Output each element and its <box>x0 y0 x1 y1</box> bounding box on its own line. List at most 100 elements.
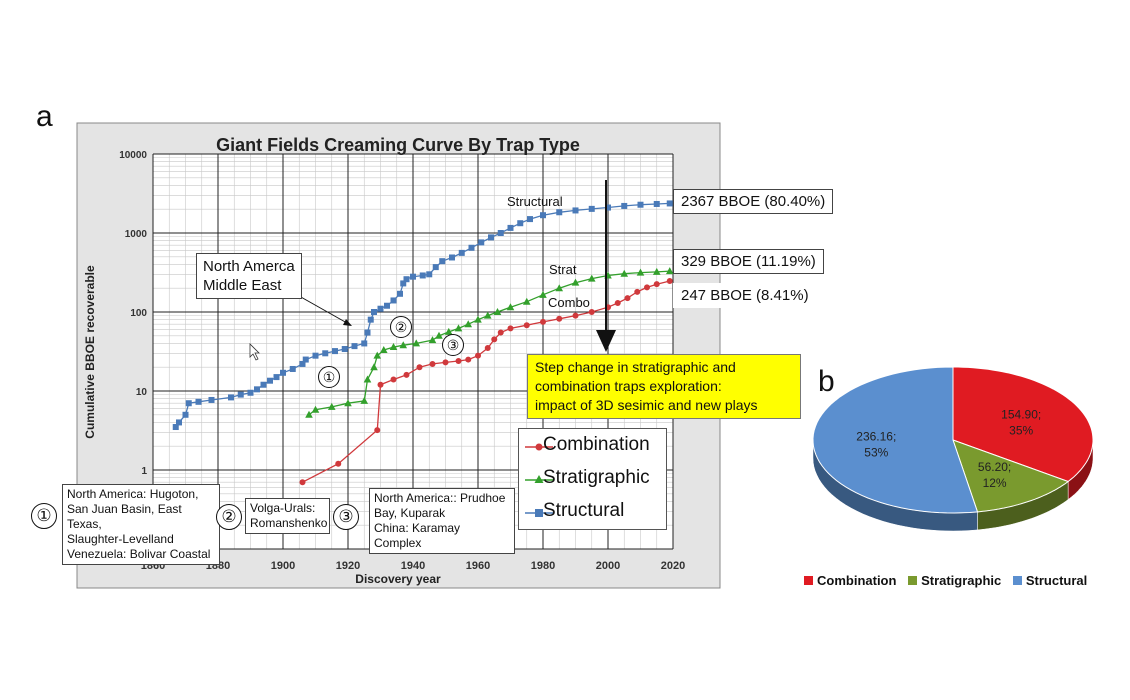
data-point-combination <box>442 359 449 366</box>
data-point-stratigraphic <box>483 311 492 319</box>
data-point-structural <box>426 271 433 278</box>
callout-marker-one: ① <box>31 503 57 529</box>
pie-legend-stratigraphic-swatch <box>908 576 918 585</box>
data-point-structural <box>637 201 644 208</box>
data-point-structural <box>497 230 504 236</box>
data-point-combination <box>653 281 660 288</box>
data-point-structural <box>322 350 329 357</box>
data-point-structural <box>540 212 546 219</box>
data-point-structural <box>254 386 260 393</box>
data-point-structural <box>432 264 439 271</box>
data-point-combination <box>455 357 462 364</box>
north-america-text: North Amerca <box>203 258 295 275</box>
data-point-combination <box>465 356 472 363</box>
data-point-stratigraphic <box>444 327 453 335</box>
data-point-structural <box>312 352 319 359</box>
data-point-structural <box>280 369 286 376</box>
legend-structural-marker <box>535 509 543 517</box>
data-point-structural <box>367 316 374 323</box>
callout-marker-two: ② <box>216 504 242 530</box>
data-point-stratigraphic <box>665 267 674 275</box>
callout-one-line: San Juan Basin, East Texas, <box>67 502 182 531</box>
data-point-combination <box>390 376 397 383</box>
data-point-structural <box>621 202 628 209</box>
combo-total-label: 247 BBOE (8.41%) <box>673 283 817 308</box>
pie-legend-structural-swatch <box>1012 576 1022 585</box>
data-point-structural <box>302 356 309 363</box>
x-tick-label: 2000 <box>596 560 620 572</box>
pie-legend-stratigraphic-label: Stratigraphic <box>921 573 1002 588</box>
north-america-arrowhead <box>343 319 352 326</box>
data-point-combination <box>523 322 530 329</box>
data-point-stratigraphic <box>311 405 320 413</box>
y-tick-label: 1000 <box>125 229 148 240</box>
data-point-combination <box>299 479 306 486</box>
chart-legend: Combination Stratigraphic Structural <box>518 428 667 530</box>
data-point-structural <box>419 272 426 279</box>
data-point-structural <box>182 411 189 418</box>
legend-combination-marker <box>535 443 543 451</box>
data-point-structural <box>397 290 403 297</box>
data-point-structural <box>273 374 280 381</box>
data-point-structural <box>185 400 192 407</box>
x-tick-label: 1980 <box>531 560 555 572</box>
data-point-structural <box>332 348 338 355</box>
x-tick-label: 1940 <box>401 560 425 572</box>
data-point-structural <box>439 258 446 265</box>
callout-one-line: Venezuela: Bolivar Coastal <box>67 547 211 561</box>
data-point-combination <box>644 284 650 291</box>
data-point-structural <box>195 398 202 405</box>
data-point-structural <box>351 343 358 350</box>
data-point-structural <box>666 200 673 207</box>
data-point-combination <box>588 309 595 315</box>
callout-three-line: Bay, Kuparak <box>374 506 446 520</box>
y-axis-label: Cumulative BBOE recoverable <box>83 265 97 439</box>
strat-curve-label: Strat <box>549 262 577 277</box>
panel-a-letter: a <box>36 100 53 133</box>
data-point-stratigraphic <box>636 268 645 276</box>
data-point-stratigraphic <box>399 341 408 349</box>
data-point-combination <box>377 381 384 388</box>
data-point-structural <box>341 346 348 353</box>
y-tick-label: 100 <box>130 308 147 319</box>
data-point-stratigraphic <box>522 297 531 305</box>
x-tick-label: 1900 <box>271 560 295 572</box>
series-line-combination <box>302 280 670 483</box>
pie-legend-structural-label: Structural <box>1025 573 1088 588</box>
data-point-structural <box>364 329 371 336</box>
step-change-line-3: impact of 3D sesimic and new plays <box>535 397 758 413</box>
data-point-combination <box>556 315 563 322</box>
x-axis-label: Discovery year <box>355 572 441 586</box>
data-point-structural <box>390 297 397 304</box>
data-point-combination <box>572 312 579 319</box>
pie-legend: Combination Stratigraphic Structural <box>804 573 1087 588</box>
data-point-stratigraphic <box>305 410 313 418</box>
data-point-combination <box>614 299 621 306</box>
data-point-stratigraphic <box>360 396 369 404</box>
chart-title: Giant Fields Creaming Curve By Trap Type <box>216 135 580 155</box>
step-change-line-1: Step change in stratigraphic and <box>535 359 736 375</box>
data-point-stratigraphic <box>435 331 443 339</box>
data-point-stratigraphic <box>370 363 378 371</box>
data-point-combination <box>540 318 546 325</box>
data-point-stratigraphic <box>363 375 372 383</box>
data-point-structural <box>208 396 215 403</box>
data-point-combination <box>484 345 491 352</box>
data-point-structural <box>507 224 514 231</box>
north-america-middle-east-label: North Amerca Middle East <box>196 253 302 299</box>
data-point-structural <box>384 302 390 309</box>
data-point-stratigraphic <box>428 336 437 344</box>
step-change-line-2: combination traps exploration: <box>535 378 722 394</box>
callout-two-line: Romanshenko <box>250 516 328 530</box>
data-point-structural <box>556 209 563 216</box>
data-point-stratigraphic <box>620 269 629 277</box>
data-point-structural <box>605 204 611 211</box>
data-point-combination <box>416 364 423 371</box>
data-point-stratigraphic <box>373 351 382 359</box>
callout-one-line: North America: Hugoton, <box>67 487 199 501</box>
data-point-combination <box>507 325 514 332</box>
data-point-structural <box>400 280 407 287</box>
data-point-structural <box>377 305 384 312</box>
data-point-structural <box>237 391 244 398</box>
